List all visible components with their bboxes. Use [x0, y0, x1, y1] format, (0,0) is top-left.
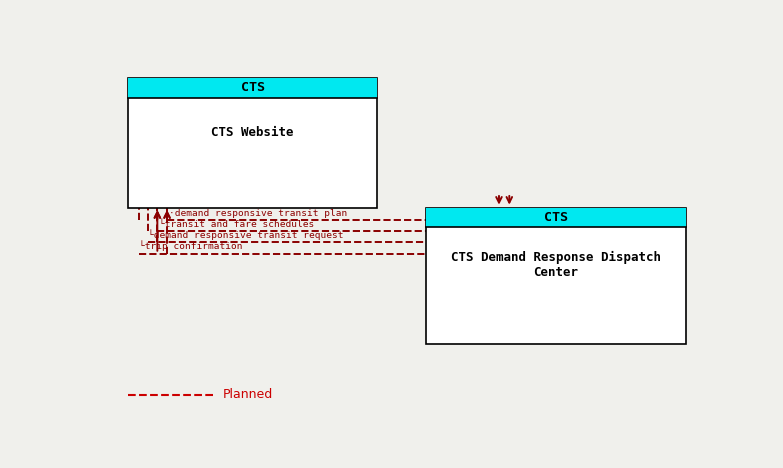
- Text: ·demand responsive transit plan: ·demand responsive transit plan: [169, 209, 347, 218]
- Text: CTS: CTS: [240, 81, 265, 94]
- Bar: [426, 207, 687, 344]
- Text: └demand responsive transit request: └demand responsive transit request: [148, 229, 344, 240]
- Bar: [426, 207, 687, 227]
- Bar: [128, 78, 377, 207]
- Text: CTS Website: CTS Website: [211, 126, 294, 139]
- Text: CTS Demand Response Dispatch
Center: CTS Demand Response Dispatch Center: [451, 251, 661, 279]
- Text: CTS: CTS: [544, 211, 568, 224]
- Text: └trip confirmation: └trip confirmation: [139, 241, 243, 251]
- Text: └transit and fare schedules: └transit and fare schedules: [158, 220, 314, 229]
- Bar: [128, 78, 377, 98]
- Text: Planned: Planned: [222, 388, 272, 402]
